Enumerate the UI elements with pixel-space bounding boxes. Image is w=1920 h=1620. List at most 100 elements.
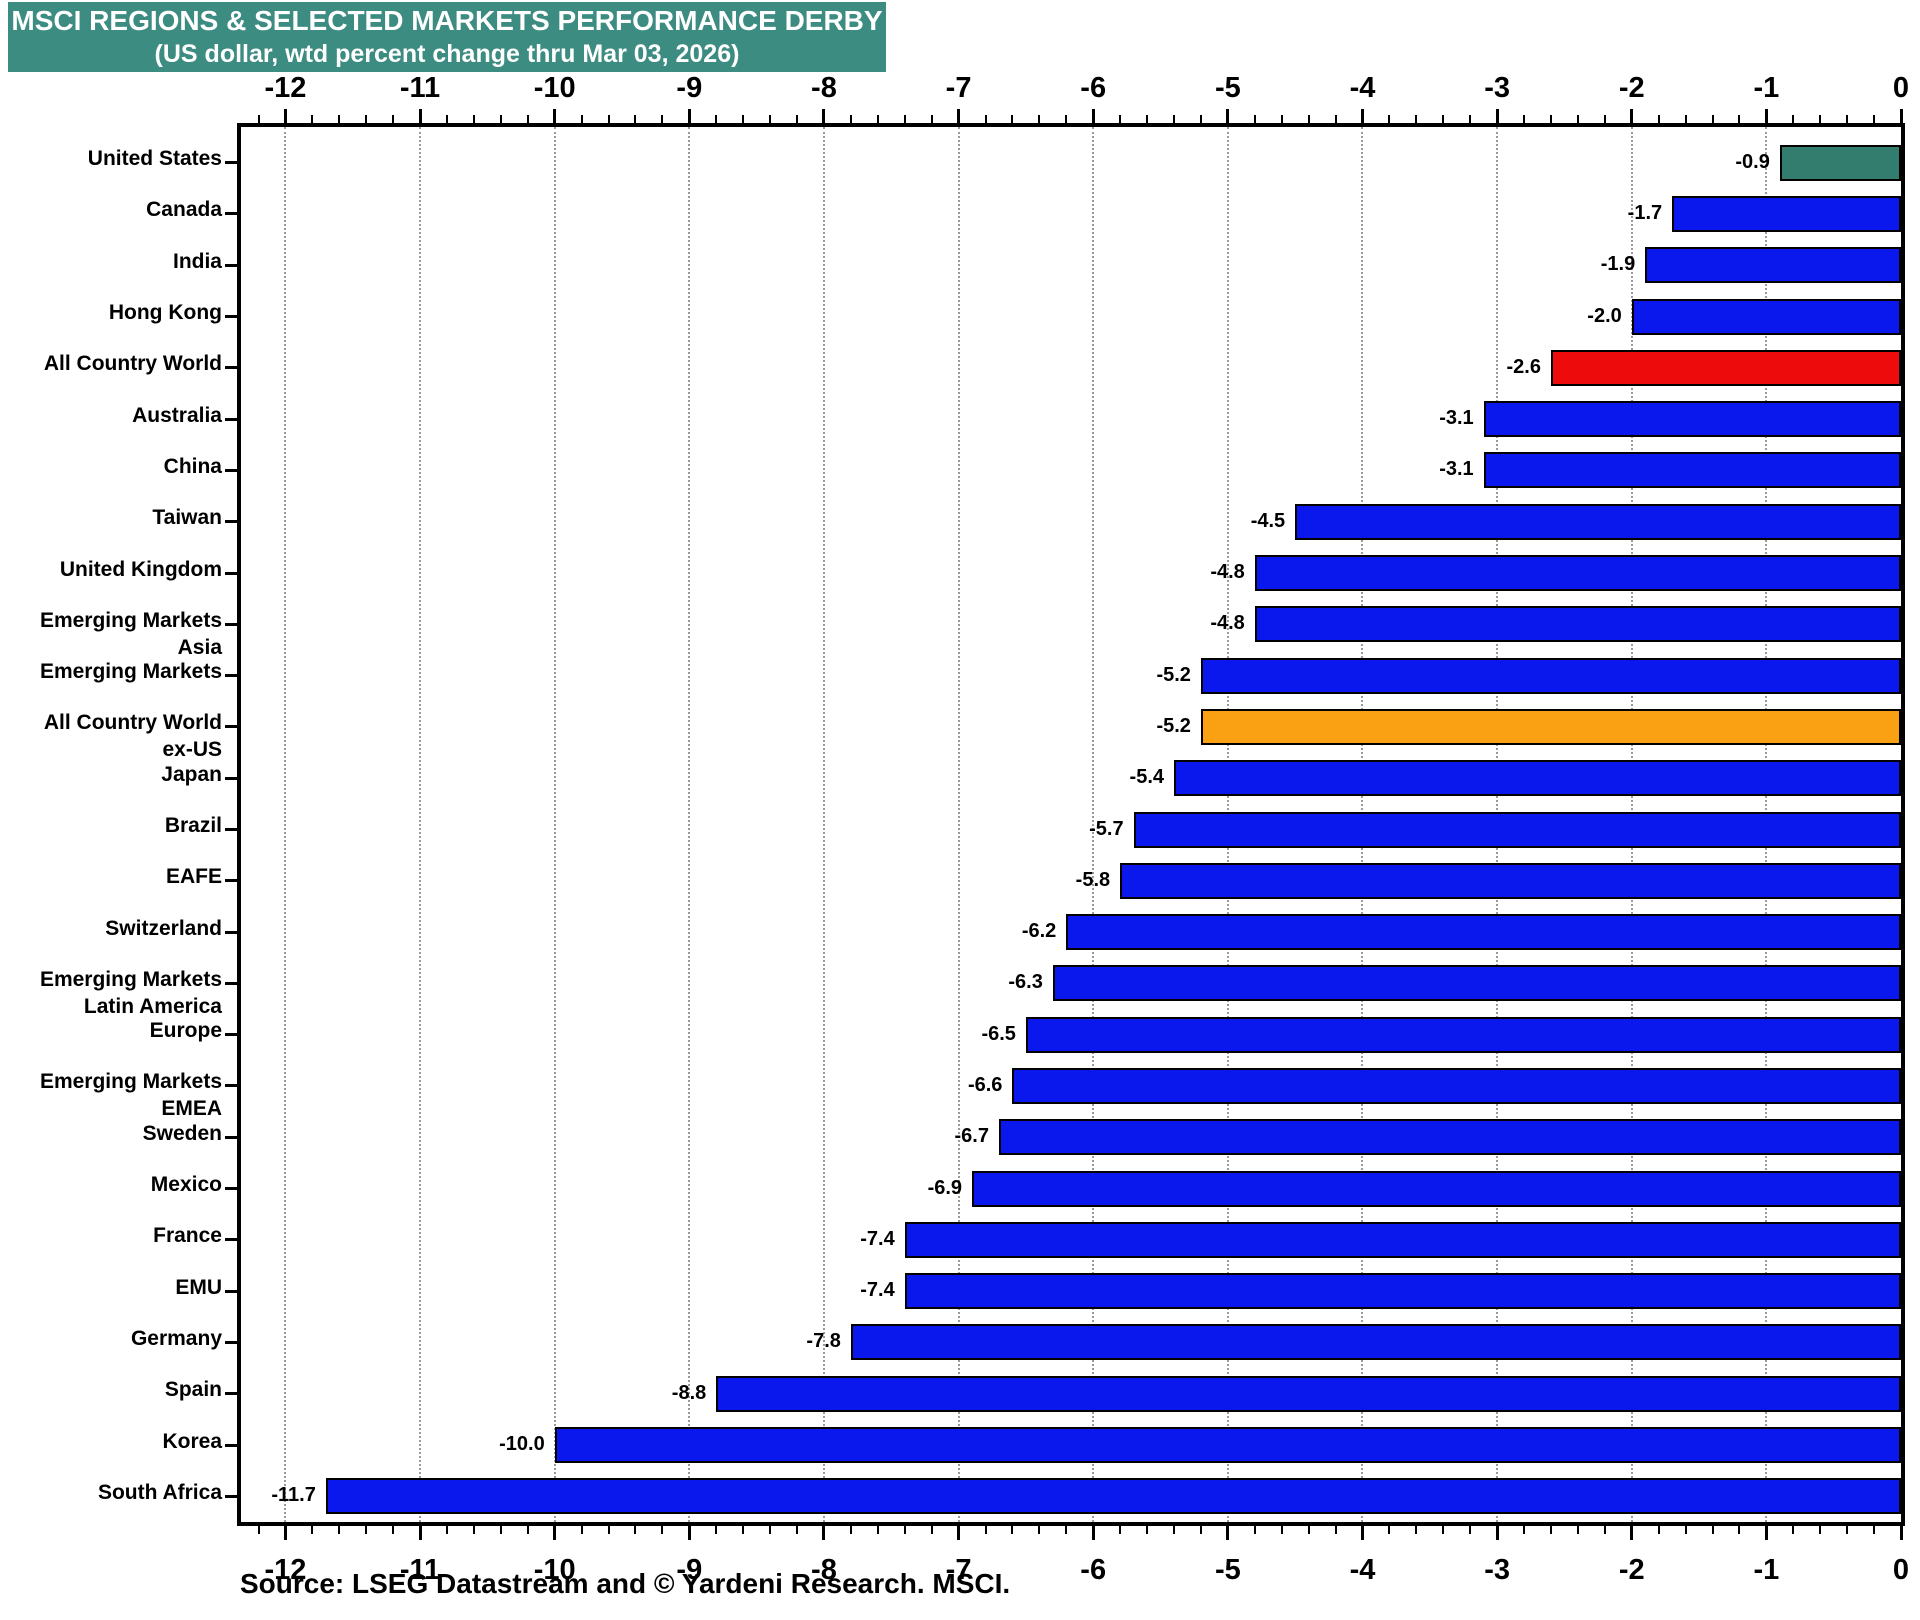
bar-emerging-markets — [1200, 657, 1901, 694]
bar-brazil — [1133, 811, 1901, 848]
minor-tick-top — [338, 115, 341, 123]
bar-value-korea: -10.0 — [499, 1433, 545, 1456]
minor-tick-top — [1846, 115, 1849, 123]
bar-eafe — [1120, 862, 1901, 899]
bar-value-france: -7.4 — [860, 1227, 895, 1250]
minor-tick-bot — [1065, 1526, 1068, 1534]
minor-tick-top — [526, 115, 529, 123]
major-tick-bot — [1360, 1526, 1364, 1540]
major-tick-bot — [822, 1526, 826, 1540]
gridline--11 — [419, 127, 422, 1522]
minor-tick-bot — [257, 1526, 260, 1534]
minor-tick-bot — [1603, 1526, 1606, 1534]
bar-value-emu: -7.4 — [860, 1279, 895, 1302]
y-tick-emu — [225, 1289, 237, 1293]
minor-tick-bot — [1792, 1526, 1795, 1534]
minor-tick-top — [796, 115, 799, 123]
category-label-emerging-markets: Emerging Markets Asia — [39, 608, 222, 659]
minor-tick-bot — [1038, 1526, 1041, 1534]
x-tick-label-top--9: -9 — [676, 72, 703, 104]
gridline--7 — [957, 127, 960, 1522]
minor-tick-bot — [1576, 1526, 1579, 1534]
x-tick-label-top--12: -12 — [264, 72, 307, 104]
y-tick-united-states — [225, 161, 237, 165]
bar-value-united-kingdom: -4.8 — [1210, 561, 1245, 584]
x-tick-label-top--4: -4 — [1349, 72, 1376, 104]
bar-value-emerging-markets: -6.3 — [1008, 971, 1043, 994]
x-tick-label-bottom--12: -12 — [264, 1554, 307, 1586]
category-label-mexico: Mexico — [150, 1173, 222, 1197]
minor-tick-top — [876, 115, 879, 123]
minor-tick-bot — [1146, 1526, 1149, 1534]
minor-tick-bot — [311, 1526, 314, 1534]
major-tick-top — [1764, 109, 1768, 123]
minor-tick-top — [715, 115, 718, 123]
minor-tick-top — [1038, 115, 1041, 123]
category-label-germany: Germany — [130, 1326, 222, 1350]
major-tick-top — [418, 109, 422, 123]
bar-united-kingdom — [1254, 555, 1901, 592]
minor-tick-top — [634, 115, 637, 123]
minor-tick-top — [742, 115, 745, 123]
minor-tick-bot — [903, 1526, 906, 1534]
minor-tick-bot — [1280, 1526, 1283, 1534]
major-tick-top — [1899, 109, 1903, 123]
minor-tick-bot — [1846, 1526, 1849, 1534]
minor-tick-bot — [1442, 1526, 1445, 1534]
gridline--8 — [822, 127, 825, 1522]
major-tick-bot — [1630, 1526, 1634, 1540]
bar-value-china: -3.1 — [1439, 458, 1474, 481]
bar-all-country-world — [1200, 708, 1901, 745]
minor-tick-top — [1011, 115, 1014, 123]
plot-area: -12 -12 -11 -11 -10 -10 -9 -9 -8 -8 -7 -7 -6 -6 -5 -5 -4… — [225, 72, 1909, 1586]
minor-tick-bot — [392, 1526, 395, 1534]
bar-value-india: -1.9 — [1600, 253, 1636, 276]
major-tick-bot — [1091, 1526, 1095, 1540]
minor-tick-bot — [1415, 1526, 1418, 1534]
category-label-france: France — [153, 1224, 222, 1248]
bar-value-south-africa: -11.7 — [271, 1484, 316, 1507]
category-label-all-country-world: All Country World — [43, 352, 222, 376]
minor-tick-bot — [1334, 1526, 1337, 1534]
minor-tick-top — [257, 115, 260, 123]
x-tick-label-top--1: -1 — [1753, 72, 1780, 104]
minor-tick-bot — [1011, 1526, 1014, 1534]
bar-value-sweden: -6.7 — [954, 1125, 989, 1148]
major-tick-bot — [1226, 1526, 1230, 1540]
minor-tick-top — [580, 115, 583, 123]
y-tick-emerging-markets — [225, 622, 237, 626]
y-tick-korea — [225, 1443, 237, 1447]
category-label-emerging-markets: Emerging Markets EMEA — [39, 1070, 222, 1121]
bar-emerging-markets — [1254, 606, 1901, 643]
source-note: Source: LSEG Datastream and © Yardeni Re… — [240, 1568, 1011, 1599]
y-tick-switzerland — [225, 930, 237, 934]
minor-tick-top — [1280, 115, 1283, 123]
major-tick-top — [687, 109, 691, 123]
x-tick-label-top-0: 0 — [1892, 72, 1910, 104]
x-tick-label-top--10: -10 — [533, 72, 576, 104]
minor-tick-top — [1576, 115, 1579, 123]
bar-australia — [1483, 401, 1901, 438]
minor-tick-top — [1657, 115, 1660, 123]
y-tick-taiwan — [225, 520, 237, 524]
bar-south-africa — [325, 1478, 1901, 1515]
minor-tick-top — [499, 115, 502, 123]
minor-tick-top — [930, 115, 933, 123]
minor-tick-top — [1873, 115, 1876, 123]
major-tick-top — [1495, 109, 1499, 123]
major-tick-top — [283, 109, 287, 123]
bar-value-brazil: -5.7 — [1089, 817, 1124, 840]
minor-tick-bot — [472, 1526, 475, 1534]
category-label-india: India — [172, 249, 222, 273]
major-tick-top — [1226, 109, 1230, 123]
bar-mexico — [972, 1170, 1901, 1207]
major-tick-bot — [553, 1526, 557, 1540]
x-tick-label-bottom--2: -2 — [1618, 1554, 1645, 1586]
minor-tick-top — [1738, 115, 1741, 123]
x-tick-label-bottom--11: -11 — [399, 1554, 441, 1586]
minor-tick-bot — [1253, 1526, 1256, 1534]
category-label-united-states: United States — [87, 147, 222, 171]
major-tick-bot — [283, 1526, 287, 1540]
y-tick-france — [225, 1238, 237, 1242]
x-tick-label-bottom--10: -10 — [533, 1554, 576, 1586]
